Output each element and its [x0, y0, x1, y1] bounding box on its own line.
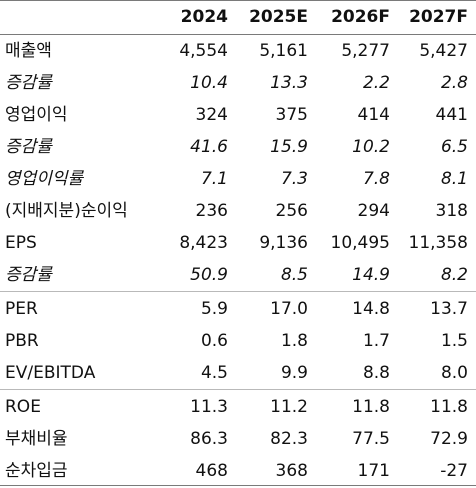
table-cell: 7.3	[280, 169, 308, 189]
table-cell: 13.3	[270, 73, 308, 93]
table-cell: 10.2	[352, 137, 390, 157]
table-cell: 10.4	[190, 73, 228, 93]
table-cell: 468	[195, 461, 228, 481]
row-label: 영업이익률	[5, 169, 84, 189]
table-cell: 324	[195, 105, 228, 125]
table-cell: 7.1	[200, 169, 228, 189]
table-cell: 13.7	[430, 299, 468, 319]
table-cell: 236	[195, 201, 228, 221]
table-cell: 6.5	[440, 137, 468, 157]
section-rule	[0, 389, 476, 390]
table-row: (지배지분)순이익 236 256 294 318	[0, 195, 476, 227]
table-cell: 11.2	[270, 397, 308, 417]
table-cell: 1.7	[362, 331, 390, 351]
table-cell: 8.8	[362, 363, 390, 383]
table-row: 부채비율 86.3 82.3 77.5 72.9	[0, 423, 476, 455]
top-rule	[0, 0, 476, 1]
table-cell: 0.6	[200, 331, 228, 351]
table-cell: 2.2	[362, 73, 390, 93]
table-cell: 82.3	[270, 429, 308, 449]
table-cell: 10,495	[330, 233, 390, 253]
row-label: EPS	[5, 233, 37, 253]
table-row: 증감률 50.9 8.5 14.9 8.2	[0, 259, 476, 291]
table-cell: 2.8	[440, 73, 468, 93]
row-label: (지배지분)순이익	[5, 201, 128, 221]
table-cell: 9,136	[259, 233, 308, 253]
row-label: 부채비율	[5, 429, 68, 449]
table-cell: 86.3	[190, 429, 228, 449]
table-cell: 14.8	[352, 299, 390, 319]
table-cell: 256	[275, 201, 308, 221]
table-row: 영업이익률 7.1 7.3 7.8 8.1	[0, 163, 476, 195]
table-row: PER 5.9 17.0 14.8 13.7	[0, 293, 476, 325]
section-rule	[0, 291, 476, 292]
row-label: 영업이익	[5, 105, 68, 125]
table-row: 증감률 41.6 15.9 10.2 6.5	[0, 131, 476, 163]
table-cell: 294	[357, 201, 390, 221]
table-cell: 4.5	[200, 363, 228, 383]
table-cell: 15.9	[270, 137, 308, 157]
table-cell: 4,554	[179, 41, 228, 61]
row-label: PBR	[5, 331, 39, 351]
table-row: EPS 8,423 9,136 10,495 11,358	[0, 227, 476, 259]
table-cell: 11.3	[190, 397, 228, 417]
bottom-rule	[0, 485, 476, 486]
table-cell: 9.9	[280, 363, 308, 383]
row-label: 증감률	[5, 265, 52, 285]
table-row: PBR 0.6 1.8 1.7 1.5	[0, 325, 476, 357]
table-cell: 72.9	[430, 429, 468, 449]
table-cell: 414	[357, 105, 390, 125]
table-cell: 41.6	[190, 137, 228, 157]
table-cell: 171	[357, 461, 390, 481]
table-cell: 441	[435, 105, 468, 125]
table-cell: 1.8	[280, 331, 308, 351]
table-cell: 7.8	[362, 169, 390, 189]
table-row: 순차입금 468 368 171 -27	[0, 455, 476, 487]
column-header: 2024	[180, 7, 228, 27]
row-label: 증감률	[5, 137, 52, 157]
row-label: 증감률	[5, 73, 52, 93]
header-rule	[0, 34, 476, 35]
table-cell: 11.8	[352, 397, 390, 417]
table-row: ROE 11.3 11.2 11.8 11.8	[0, 391, 476, 423]
table-row: 매출액 4,554 5,161 5,277 5,427	[0, 35, 476, 67]
row-label: 순차입금	[5, 461, 68, 481]
table-cell: 8,423	[179, 233, 228, 253]
table-row: 증감률 10.4 13.3 2.2 2.8	[0, 67, 476, 99]
row-label: ROE	[5, 397, 41, 417]
table-cell: 5,427	[419, 41, 468, 61]
table-cell: 318	[435, 201, 468, 221]
table-row: EV/EBITDA 4.5 9.9 8.8 8.0	[0, 357, 476, 389]
table-cell: 17.0	[270, 299, 308, 319]
table-cell: 11.8	[430, 397, 468, 417]
table-cell: 5,161	[259, 41, 308, 61]
table-cell: 5,277	[341, 41, 390, 61]
row-label: 매출액	[5, 41, 52, 61]
table-cell: 77.5	[352, 429, 390, 449]
table-cell: 8.0	[440, 363, 468, 383]
table-cell: 5.9	[200, 299, 228, 319]
row-label: PER	[5, 299, 38, 319]
column-header: 2025E	[249, 7, 308, 27]
table-cell: 11,358	[408, 233, 468, 253]
table-cell: -27	[440, 461, 468, 481]
header-row: 2024 2025E 2026F 2027F	[0, 1, 476, 33]
column-header: 2026F	[331, 7, 390, 27]
table-cell: 8.5	[280, 265, 308, 285]
table-cell: 1.5	[440, 331, 468, 351]
table-cell: 8.1	[440, 169, 468, 189]
table-cell: 8.2	[440, 265, 468, 285]
table-row: 영업이익 324 375 414 441	[0, 99, 476, 131]
table-cell: 375	[275, 105, 308, 125]
row-label: EV/EBITDA	[5, 363, 96, 383]
column-header: 2027F	[409, 7, 468, 27]
table-cell: 50.9	[190, 265, 228, 285]
table-cell: 368	[275, 461, 308, 481]
table-cell: 14.9	[352, 265, 390, 285]
